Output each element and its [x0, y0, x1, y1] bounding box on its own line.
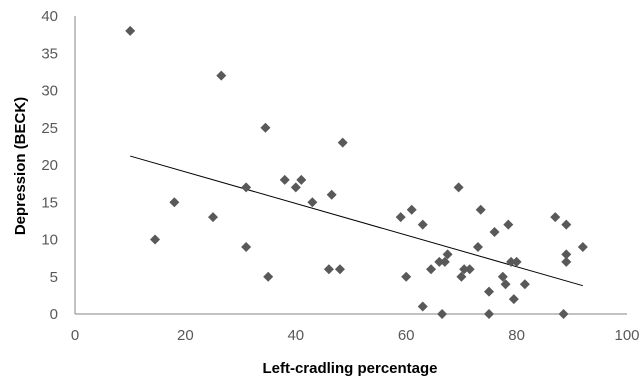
data-point: [216, 70, 227, 81]
y-tick-label: 15: [41, 194, 58, 211]
data-point: [497, 271, 508, 282]
data-point: [263, 271, 274, 282]
data-point: [323, 264, 334, 275]
data-point: [417, 219, 428, 230]
data-point: [475, 204, 486, 215]
x-tick-label: 40: [287, 327, 304, 344]
data-points: [125, 25, 588, 319]
y-tick-label: 0: [50, 306, 58, 323]
x-tick-label: 20: [177, 327, 194, 344]
data-point: [519, 279, 530, 290]
data-point: [150, 234, 161, 245]
data-point: [489, 227, 500, 238]
data-point: [437, 309, 448, 319]
y-tick-label: 20: [41, 157, 58, 174]
x-tick-label: 0: [71, 327, 79, 344]
data-point: [472, 241, 483, 252]
data-point: [241, 241, 252, 252]
data-point: [561, 219, 572, 230]
data-point: [484, 286, 494, 297]
data-point: [459, 264, 470, 275]
data-point: [464, 264, 475, 275]
data-point: [561, 256, 572, 267]
data-point: [169, 197, 180, 208]
data-point: [307, 197, 318, 208]
data-point: [426, 264, 437, 275]
y-tick-label: 25: [41, 120, 58, 137]
y-tick-label: 35: [41, 45, 58, 62]
y-tick-label: 40: [41, 8, 58, 25]
x-tick-label: 60: [398, 327, 415, 344]
data-point: [500, 279, 511, 290]
data-point: [511, 256, 522, 267]
x-tick-label: 80: [508, 327, 525, 344]
data-point: [334, 264, 345, 275]
x-tick-labels: 0 20 40 60 80 100: [71, 327, 640, 344]
y-tick-labels: 0 5 10 15 20 25 30 35 40: [41, 8, 58, 323]
data-point: [337, 137, 348, 148]
data-point: [208, 212, 218, 223]
x-axis-title: Left-cradling percentage: [262, 360, 437, 377]
data-point: [434, 256, 445, 267]
data-point: [279, 174, 290, 185]
data-point: [439, 256, 450, 267]
data-point: [395, 212, 406, 223]
data-point: [326, 189, 337, 200]
data-point: [550, 212, 561, 223]
data-point: [558, 309, 569, 319]
data-point: [260, 122, 271, 133]
trend-line: [130, 155, 583, 287]
data-point: [406, 204, 417, 215]
data-point: [442, 249, 453, 260]
data-point: [561, 249, 572, 260]
data-point: [125, 25, 136, 36]
data-point: [577, 241, 588, 252]
data-point: [506, 256, 517, 267]
data-point: [508, 294, 519, 305]
data-point: [296, 174, 307, 185]
x-tick-label: 100: [614, 327, 639, 344]
y-tick-label: 10: [41, 232, 58, 249]
y-tick-label: 30: [41, 83, 58, 100]
data-point: [484, 309, 494, 319]
axes: [74, 16, 627, 315]
data-point: [503, 219, 514, 230]
y-tick-label: 5: [50, 269, 58, 286]
y-axis-title: Depression (BECK): [12, 97, 29, 235]
data-point: [401, 271, 412, 282]
data-point: [456, 271, 467, 282]
data-point: [417, 301, 428, 312]
data-point: [290, 182, 301, 193]
data-point: [453, 182, 464, 193]
data-point: [241, 182, 252, 193]
